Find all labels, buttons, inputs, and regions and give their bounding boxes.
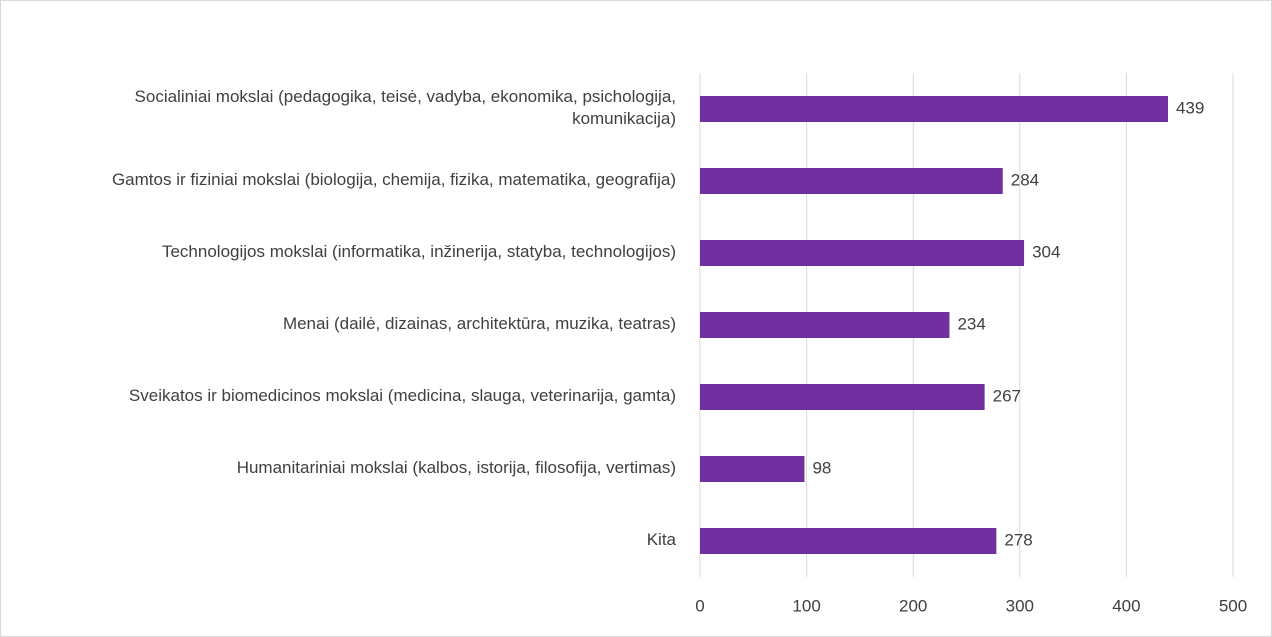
data-label: 278 xyxy=(1004,530,1032,549)
x-tick-label: 500 xyxy=(1219,596,1247,615)
bar xyxy=(700,384,985,410)
y-tick-label: Sveikatos ir biomedicinos mokslai (medic… xyxy=(129,386,676,405)
x-tick-label: 0 xyxy=(695,596,704,615)
bar xyxy=(700,96,1168,122)
y-tick-label: Gamtos ir fiziniai mokslai (biologija, c… xyxy=(112,170,676,189)
y-tick-label: Technologijos mokslai (informatika, inži… xyxy=(162,242,676,261)
data-label: 267 xyxy=(993,386,1021,405)
y-tick-label: Menai (dailė, dizainas, architektūra, mu… xyxy=(283,314,676,333)
x-tick-label: 400 xyxy=(1112,596,1140,615)
y-tick-label: Socialiniai mokslai (pedagogika, teisė, … xyxy=(135,87,676,128)
data-label: 284 xyxy=(1011,170,1039,189)
bar xyxy=(700,168,1003,194)
x-tick-label: 200 xyxy=(899,596,927,615)
bar xyxy=(700,456,805,482)
bar xyxy=(700,312,950,338)
x-tick-label: 300 xyxy=(1006,596,1034,615)
data-label: 304 xyxy=(1032,242,1060,261)
y-tick-label: Humanitariniai mokslai (kalbos, istorija… xyxy=(237,458,676,477)
x-tick-label: 100 xyxy=(792,596,820,615)
data-label: 439 xyxy=(1176,98,1204,117)
bar xyxy=(700,240,1025,266)
y-tick-label: Kita xyxy=(647,530,677,549)
bar xyxy=(700,528,997,554)
data-label: 98 xyxy=(812,458,831,477)
data-label: 234 xyxy=(957,314,985,333)
